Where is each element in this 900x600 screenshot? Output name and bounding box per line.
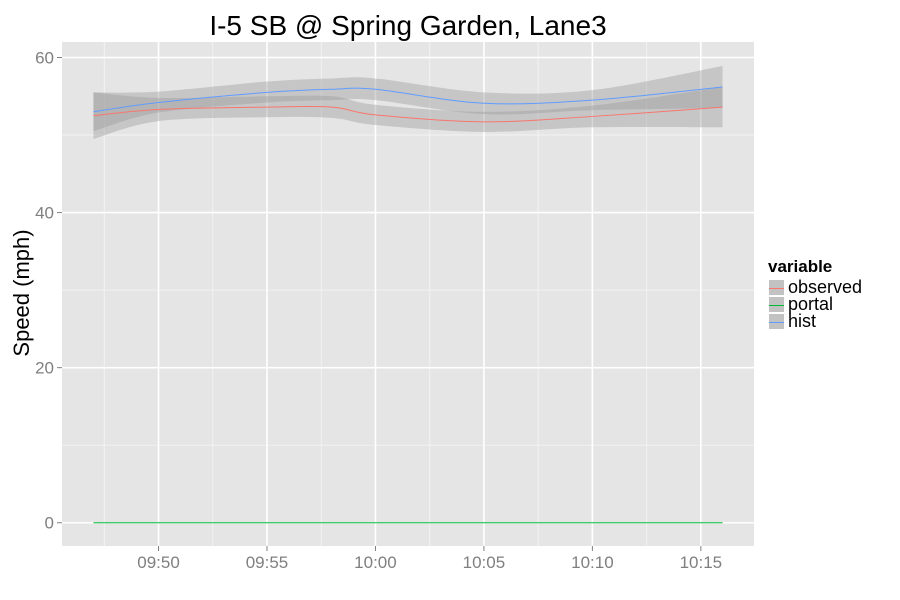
y-tick-label: 40 [35, 204, 54, 223]
legend-key-hist [768, 313, 785, 330]
legend-label-observed: observed [788, 277, 863, 297]
legend-item-observed: observed [768, 277, 863, 297]
confidence-band-observed [93, 86, 723, 139]
legend-key-observed [768, 279, 785, 296]
series-line-observed [93, 105, 723, 123]
legend-title: variable [768, 257, 833, 276]
y-axis-label: Speed (mph) [9, 229, 34, 357]
x-tick-label: 10:15 [680, 553, 723, 572]
x-tick-label: 09:55 [246, 553, 289, 572]
y-tick-label: 0 [45, 514, 54, 533]
y-tick-label: 20 [35, 359, 54, 378]
legend-key-portal [768, 296, 785, 313]
legend: variable observed portal hist [768, 257, 862, 330]
y-tick-label: 60 [35, 49, 54, 68]
chart-title: I-5 SB @ Spring Garden, Lane3 [209, 10, 607, 41]
x-tick-label: 10:00 [354, 553, 397, 572]
legend-item-portal: portal [768, 294, 862, 314]
legend-label-hist: hist [788, 311, 817, 331]
legend-label-portal: portal [788, 294, 834, 314]
series-line-hist [93, 86, 723, 113]
x-tick-label: 09:50 [137, 553, 180, 572]
plot-panel [62, 42, 754, 546]
confidence-band-hist [93, 66, 723, 132]
legend-item-hist: hist [768, 311, 862, 331]
x-tick-label: 10:05 [463, 553, 506, 572]
x-tick-label: 10:10 [571, 553, 614, 572]
